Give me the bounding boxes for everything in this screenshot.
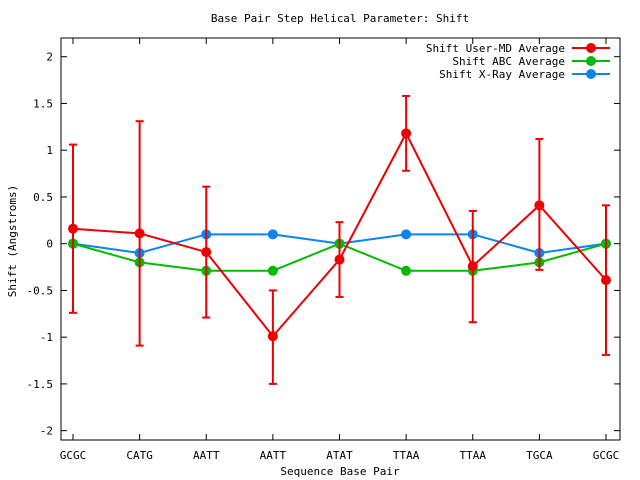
y-tick-label: -2: [40, 425, 53, 438]
data-point: [334, 254, 345, 265]
legend-marker: [586, 56, 596, 66]
data-point: [68, 223, 78, 234]
data-point: [467, 261, 478, 272]
x-tick-label: TTAA: [393, 449, 420, 462]
series-layer: [68, 94, 611, 385]
x-tick-label: AATT: [260, 449, 287, 462]
y-axis-label: Shift (Angstroms): [6, 185, 19, 298]
y-tick-label: -1.5: [27, 378, 54, 391]
x-tick-label: AATT: [193, 449, 220, 462]
series-0: [68, 94, 611, 385]
legend-label: Shift ABC Average: [452, 55, 565, 68]
y-tick-label: -0.5: [27, 284, 54, 297]
legend-marker: [586, 43, 596, 53]
data-point: [401, 265, 412, 276]
legend-label: Shift User-MD Average: [426, 42, 565, 55]
data-point: [401, 128, 412, 139]
data-point: [401, 229, 412, 240]
y-tick-label: -1: [40, 331, 53, 344]
plot-frame: [60, 37, 621, 441]
data-point: [267, 265, 278, 276]
data-point: [267, 331, 278, 342]
x-tick-label: TGCA: [526, 449, 553, 462]
axis-ticks: 2 1.5 1 0.5 0 -0.5 -1 -1.5 -2 GCGC CATG AATT AATT ATA…: [27, 38, 620, 462]
legend-label: Shift X-Ray Average: [439, 68, 565, 81]
x-tick-label: GCGC: [60, 449, 87, 462]
data-point: [601, 275, 611, 286]
y-tick-label: 1.5: [33, 97, 53, 110]
legend-marker: [586, 69, 596, 79]
x-tick-label: GCGC: [593, 449, 620, 462]
data-point: [267, 229, 278, 240]
x-tick-label: ATAT: [326, 449, 353, 462]
chart-title: Base Pair Step Helical Parameter: Shift: [211, 12, 469, 25]
data-point: [534, 200, 545, 211]
data-point: [134, 228, 145, 239]
y-tick-label: 1: [46, 144, 53, 157]
y-tick-label: 2: [46, 51, 53, 64]
data-point: [201, 247, 212, 258]
y-tick-label: 0: [46, 238, 53, 251]
y-tick-label: 0.5: [33, 191, 53, 204]
x-axis-label: Sequence Base Pair: [280, 465, 400, 478]
x-tick-label: CATG: [126, 449, 153, 462]
x-tick-label: TTAA: [460, 449, 487, 462]
